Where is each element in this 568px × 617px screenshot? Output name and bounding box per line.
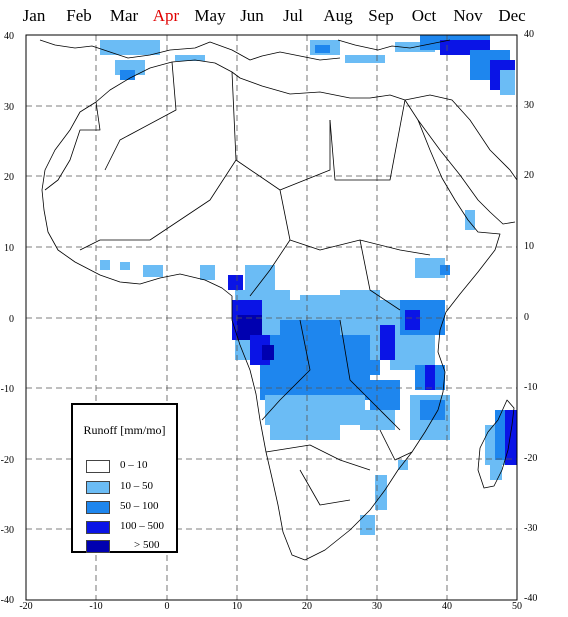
runoff-cell: [143, 265, 163, 277]
runoff-cell: [415, 258, 445, 278]
lat-tick: 20: [524, 170, 534, 181]
month-mar[interactable]: Mar: [109, 6, 139, 25]
runoff-cell: [270, 420, 340, 440]
month-apr[interactable]: Apr: [152, 6, 180, 25]
month-nov[interactable]: Nov: [453, 6, 483, 25]
lon-tick: 20: [302, 601, 312, 612]
lat-tick: 20: [4, 172, 14, 183]
lon-tick: 10: [232, 601, 242, 612]
lat-tick: 10: [524, 241, 534, 252]
month-feb[interactable]: Feb: [66, 6, 92, 25]
lon-tick: 40: [442, 601, 452, 612]
lat-tick: 30: [524, 100, 534, 111]
month-jun[interactable]: Jun: [240, 6, 264, 25]
runoff-cell: [120, 262, 130, 270]
legend-range: 10 – 50: [120, 480, 153, 492]
runoff-cell: [300, 345, 380, 375]
runoff-cell: [228, 275, 243, 290]
lat-tick: -10: [1, 384, 14, 395]
month-dec[interactable]: Dec: [498, 6, 526, 25]
runoff-cell: [360, 515, 375, 535]
month-may[interactable]: May: [194, 6, 226, 25]
map-frame: [25, 34, 518, 601]
lat-tick: -10: [524, 382, 537, 393]
legend-title: Runoff [mm/mo]: [83, 423, 166, 437]
lon-tick-labels: -20 -10 0 10 20 30 40 50: [19, 601, 522, 612]
runoff-cell: [425, 365, 435, 390]
runoff-cell: [100, 260, 110, 270]
lat-tick: -30: [524, 523, 537, 534]
lat-tick: 10: [4, 243, 14, 254]
lat-tick: -40: [1, 595, 14, 606]
month-selector: Jan Feb Mar Apr May Jun Jul Aug Sep Oct …: [0, 6, 568, 30]
legend-swatch: [86, 460, 110, 473]
runoff-cell: [360, 410, 395, 430]
lon-tick: 50: [512, 601, 522, 612]
lon-tick: -10: [89, 601, 102, 612]
lat-tick: -20: [1, 455, 14, 466]
lat-tick: -30: [1, 525, 14, 536]
lat-tick: 40: [4, 31, 14, 42]
legend-range: 0 – 10: [120, 459, 148, 471]
runoff-cell: [120, 70, 135, 80]
lat-tick: -40: [524, 593, 537, 604]
runoff-cell: [398, 460, 408, 470]
runoff-cell: [420, 400, 445, 420]
runoff-cell: [465, 210, 475, 230]
month-jul[interactable]: Jul: [283, 6, 303, 25]
runoff-cell: [315, 45, 330, 53]
lon-tick: -20: [19, 601, 32, 612]
runoff-cell: [370, 380, 400, 410]
legend-swatch: [86, 540, 110, 553]
month-oct[interactable]: Oct: [411, 6, 437, 25]
runoff-cell: [175, 55, 205, 61]
runoff-cell: [500, 70, 515, 95]
legend-swatch: [86, 481, 110, 494]
legend-swatch: [86, 501, 110, 514]
runoff-cell: [380, 325, 395, 360]
lat-tick: 40: [524, 29, 534, 40]
runoff-cell: [505, 410, 517, 465]
runoff-cell: [345, 55, 385, 63]
runoff-cell: [262, 345, 274, 360]
runoff-cell: [200, 265, 215, 280]
legend-range: 100 – 500: [120, 520, 164, 532]
runoff-cells: [100, 35, 517, 535]
runoff-cell: [440, 265, 450, 275]
month-jan[interactable]: Jan: [22, 6, 46, 25]
month-sep[interactable]: Sep: [368, 6, 394, 25]
runoff-cell: [100, 40, 160, 55]
lat-tick-labels-left: 40 30 20 10 0 -10 -20 -30 -40: [1, 31, 14, 606]
lat-tick: -20: [524, 453, 537, 464]
lat-tick-labels-right: 40 30 20 10 0 -10 -20 -30 -40: [524, 29, 537, 604]
lon-tick: 0: [165, 601, 170, 612]
map-legend: Runoff [mm/mo] 0 – 10 10 – 50 50 – 100 1…: [71, 403, 178, 553]
legend-swatch: [86, 521, 110, 534]
runoff-cell: [490, 460, 502, 480]
runoff-cell: [405, 310, 420, 330]
lat-tick: 0: [524, 312, 529, 323]
coastlines: [39, 39, 518, 561]
lat-tick: 30: [4, 102, 14, 113]
legend-range: 50 – 100: [120, 500, 159, 512]
runoff-cell: [375, 475, 387, 510]
runoff-cell: [390, 330, 435, 370]
legend-range: > 500: [134, 539, 160, 551]
lon-tick: 30: [372, 601, 382, 612]
lat-tick: 0: [9, 314, 14, 325]
month-aug[interactable]: Aug: [323, 6, 353, 25]
